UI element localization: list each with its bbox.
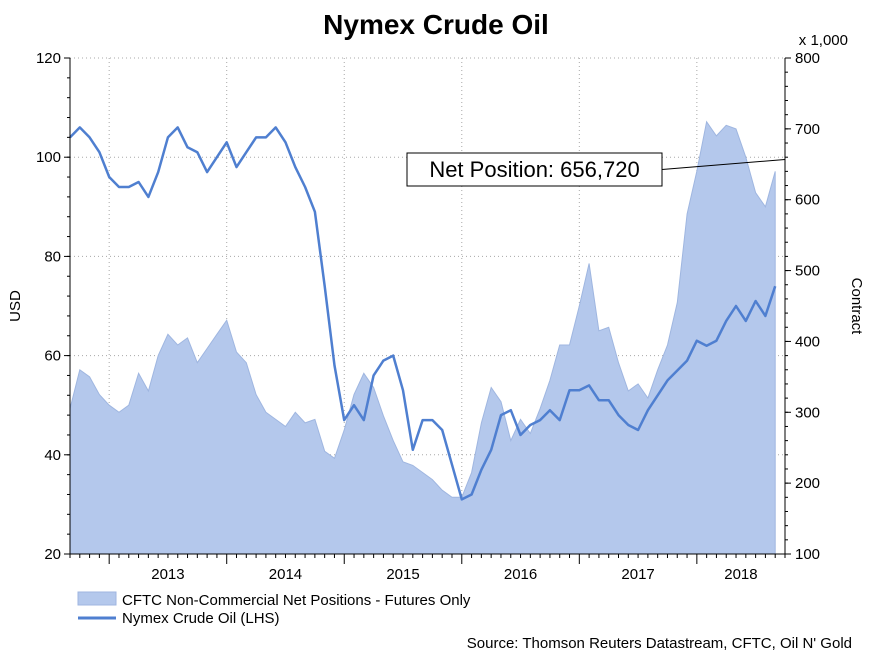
net-position-callout: Net Position: 656,720 — [406, 152, 786, 187]
x-tick-label: 2013 — [151, 566, 184, 583]
left-tick-label: 60 — [44, 348, 61, 365]
legend-area-swatch — [77, 591, 117, 606]
legend-line-label: Nymex Crude Oil (LHS) — [122, 610, 280, 627]
left-tick-label: 80 — [44, 248, 61, 265]
right-axis-label: Contract — [848, 278, 865, 336]
left-tick-label: 120 — [36, 50, 61, 67]
right-tick-label: 600 — [795, 192, 820, 209]
left-tick-label: 20 — [44, 546, 61, 563]
right-tick-label: 100 — [795, 546, 820, 563]
x-tick-label: 2017 — [621, 566, 654, 583]
right-tick-label: 400 — [795, 333, 820, 350]
right-axis-ticks: 100 200 300 400 500 600 700 800 — [785, 50, 820, 563]
net-position-callout-text: Net Position: 656,720 — [429, 157, 639, 182]
left-axis-ticks: 20 40 60 80 100 120 — [36, 50, 70, 563]
legend-area-label: CFTC Non-Commercial Net Positions - Futu… — [122, 592, 471, 609]
left-tick-label: 40 — [44, 447, 61, 464]
right-tick-label: 200 — [795, 475, 820, 492]
series-line-crude-oil — [69, 126, 777, 501]
chart-title: Nymex Crude Oil — [323, 9, 549, 40]
right-tick-label: 500 — [795, 263, 820, 280]
left-axis-label: USD — [7, 290, 24, 322]
legend: CFTC Non-Commercial Net Positions - Futu… — [77, 591, 471, 627]
right-tick-label: 700 — [795, 121, 820, 138]
net-positions-area — [69, 120, 776, 555]
left-tick-label: 100 — [36, 149, 61, 166]
x-tick-label: 2014 — [269, 566, 302, 583]
right-axis-unit-note: x 1,000 — [799, 32, 848, 49]
x-axis-ticks: 2013 2014 2015 2016 2017 2018 — [69, 554, 786, 583]
right-tick-label: 300 — [795, 404, 820, 421]
plot-frame — [69, 58, 786, 555]
x-tick-label: 2016 — [504, 566, 537, 583]
x-tick-label: 2018 — [724, 566, 757, 583]
x-tick-label: 2015 — [386, 566, 419, 583]
source-note: Source: Thomson Reuters Datastream, CFTC… — [467, 635, 852, 652]
crude-oil-line — [69, 126, 777, 501]
series-area-net-positions — [69, 120, 776, 555]
right-tick-label: 800 — [795, 50, 820, 67]
